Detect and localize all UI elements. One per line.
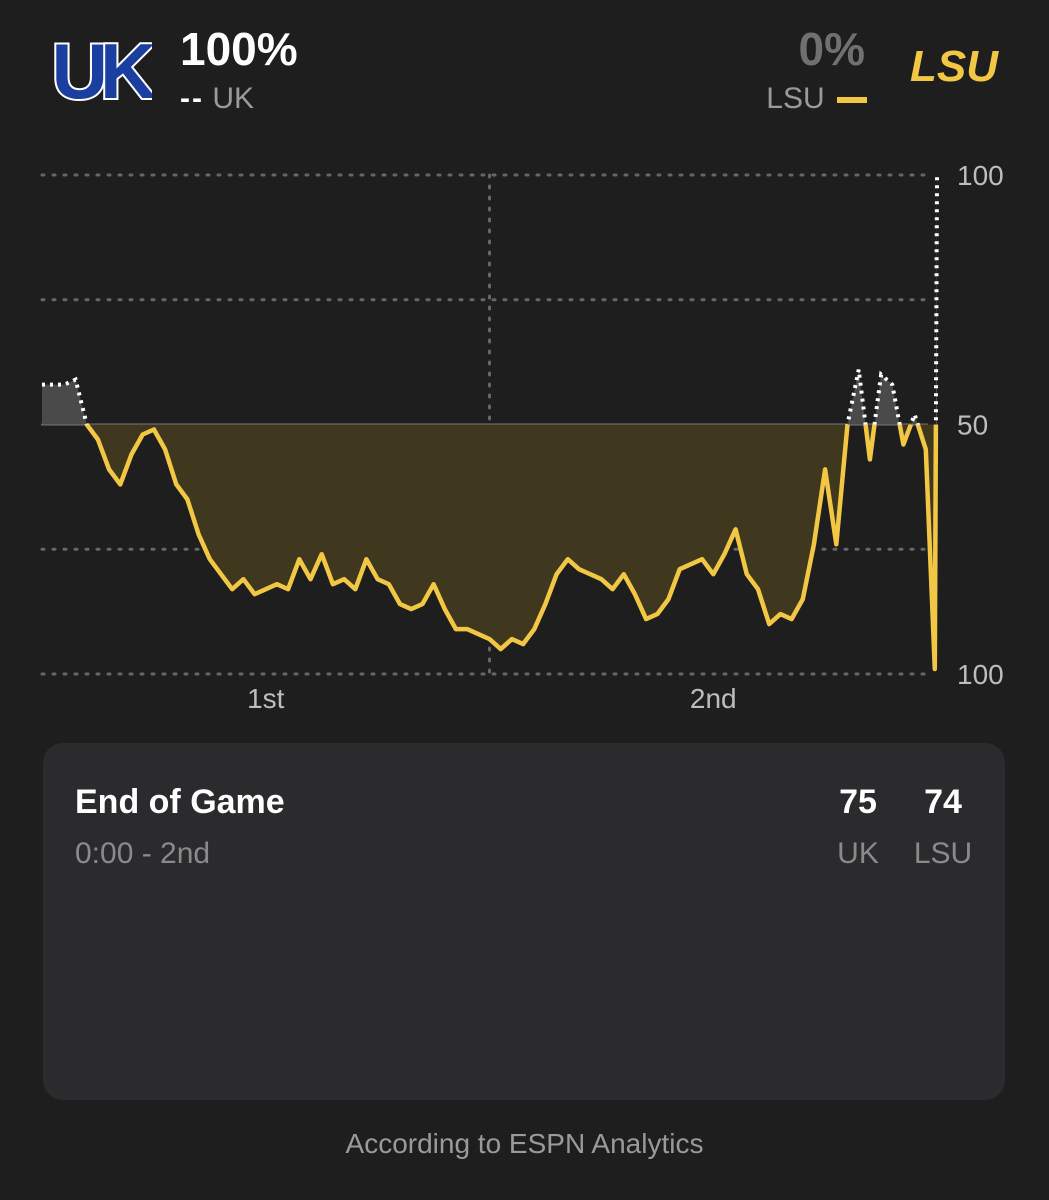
score: 74 — [924, 783, 962, 821]
legend-dash: -- — [180, 82, 204, 115]
score-team: UK — [837, 837, 879, 870]
score: 75 — [839, 783, 877, 821]
away-probability: 0% — [798, 23, 865, 75]
legend-label: LSU — [766, 82, 825, 115]
status-title: End of Game — [75, 783, 285, 821]
y-tick-label: 50 — [957, 410, 988, 441]
legend-label: UK — [212, 82, 255, 115]
status-clock: 0:00 - 2nd — [75, 837, 211, 870]
y-tick-label: 100 — [957, 160, 1004, 191]
uk-logo: UK — [50, 25, 152, 110]
legend-swatch — [837, 97, 867, 104]
line-lsu — [84, 424, 939, 672]
x-tick-label: 1st — [247, 683, 285, 714]
home-legend: -- UK — [180, 82, 254, 116]
lsu-logo: LSU — [910, 42, 999, 90]
x-tick-label: 2nd — [690, 683, 737, 714]
uk-logo-text: UK — [52, 27, 152, 110]
home-probability: 100% — [180, 23, 298, 75]
lsu-logo-text: LSU — [910, 42, 999, 90]
away-legend: LSU — [766, 82, 867, 116]
score-team: LSU — [913, 837, 973, 870]
win-probability-chart: 100 50 100 1st 2nd — [40, 160, 1004, 714]
y-tick-label: 100 — [957, 659, 1004, 690]
area-lsu — [42, 424, 937, 669]
footer: According to ESPN Analytics — [345, 1128, 704, 1159]
status-card: End of Game 0:00 - 2nd 75 UK 74 LSU — [43, 743, 1005, 1100]
